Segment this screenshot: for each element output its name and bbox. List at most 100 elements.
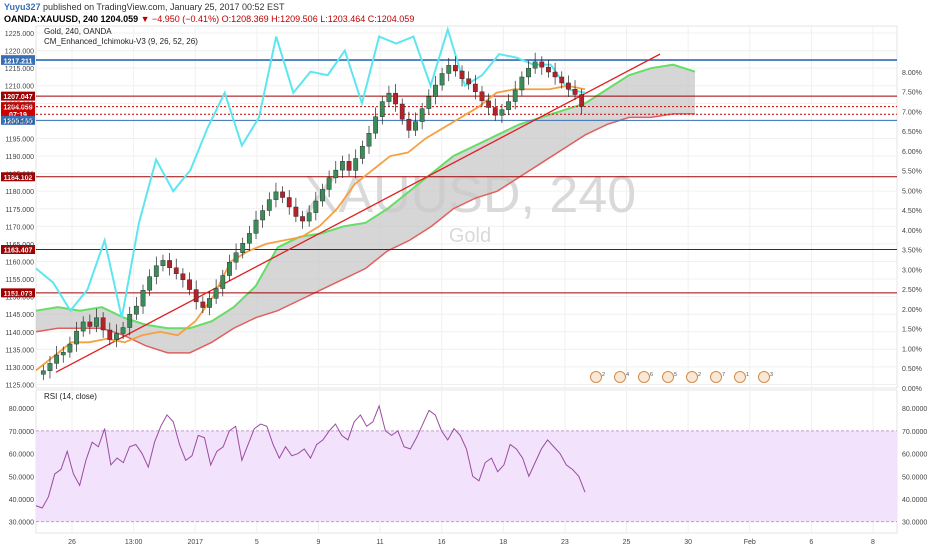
y-tick-0: 1125.000	[5, 382, 34, 389]
horizontal-levels: 1217.3681217.2111207.0471204.05907:19120…	[1, 55, 897, 298]
candle-body-25	[207, 298, 212, 308]
ichimoku-lines	[35, 26, 586, 372]
candle-body-13	[127, 313, 133, 328]
candle-body-9	[100, 317, 106, 331]
rsi-tick-left-4: 70.0000	[9, 429, 34, 436]
author-link[interactable]: Yuyu327	[4, 2, 41, 12]
candle-body-54	[399, 103, 405, 120]
price-axis: 1125.000 1130.000 1135.000 1140.000 1145.000…	[5, 31, 34, 389]
pct-tick-3: 1.50%	[902, 327, 922, 334]
candle-body-26	[213, 288, 219, 299]
candle-body-62	[453, 65, 458, 72]
pct-tick-9: 4.50%	[902, 208, 922, 215]
rsi-line	[35, 404, 586, 509]
candle-body-5	[74, 330, 79, 345]
candle-body-56	[413, 121, 418, 131]
rsi-indicator: 30.0000 30.0000 40.0000 40.0000 50.0000 50.00…	[9, 404, 927, 527]
candle-body-49	[366, 132, 372, 147]
rsi-tick-right-4: 70.0000	[902, 429, 927, 436]
candle-body-0	[40, 370, 46, 375]
candle-body-80	[572, 89, 578, 95]
candle-body-75	[539, 61, 545, 68]
candle-body-43	[326, 177, 332, 190]
candle-body-72	[519, 76, 525, 91]
event-count-3: 5	[674, 372, 677, 378]
x-tick-11: Feb	[744, 539, 756, 546]
event-icon-6	[734, 371, 746, 383]
candle-body-64	[466, 78, 472, 85]
y-tick-20: 1225.000	[5, 31, 34, 38]
trendline-group	[55, 53, 661, 373]
event-count-1: 4	[626, 372, 629, 378]
pct-tick-16: 8.00%	[902, 70, 922, 77]
candle-body-23	[193, 289, 199, 303]
pct-tick-1: 0.50%	[902, 366, 922, 373]
candle-body-20	[173, 267, 179, 274]
candle-body-51	[379, 101, 385, 117]
rsi-tick-left-2: 50.0000	[9, 474, 34, 481]
candle-body-32	[253, 219, 259, 234]
candle-body-2	[54, 354, 60, 364]
candle-body-45	[340, 161, 345, 171]
candle-body-24	[200, 301, 206, 308]
candle-body-11	[114, 333, 119, 340]
candle-body-14	[133, 305, 139, 315]
y-tick-11: 1180.000	[5, 189, 34, 196]
level-label-3: 1204.059	[3, 105, 32, 112]
candle-body-79	[565, 82, 571, 90]
rsi-tick-left-3: 60.0000	[9, 452, 34, 459]
candle-body-3	[60, 351, 66, 356]
time-axis: 26 13:00 2017 5 9 11 16 18 23 25 30 Feb 6 8	[68, 539, 875, 546]
candle-body-12	[120, 327, 126, 334]
level-tag-2	[1, 91, 35, 101]
rsi-tick-right-3: 60.0000	[902, 452, 927, 459]
candle-body-48	[359, 145, 365, 159]
x-tick-13: 8	[871, 539, 875, 546]
y-tick-19: 1220.000	[5, 49, 34, 56]
candle-body-47	[353, 158, 359, 171]
candle-body-76	[546, 66, 551, 73]
candle-body-40	[306, 212, 312, 222]
event-count-5: 7	[722, 372, 725, 378]
event-icon-7	[758, 371, 770, 383]
candle-body-17	[153, 265, 159, 277]
candle-body-19	[167, 260, 172, 269]
rsi-tick-right-2: 50.0000	[902, 474, 927, 481]
ascending-trendline	[55, 53, 661, 373]
cloud-span-b	[35, 113, 695, 354]
candle-body-30	[240, 242, 246, 253]
candle-body-59	[433, 84, 438, 97]
level-tag-4	[1, 109, 35, 119]
y-tick-9: 1170.000	[5, 224, 34, 231]
event-count-0: 2	[602, 372, 605, 378]
pct-tick-4: 2.00%	[902, 307, 922, 314]
x-tick-1: 13:00	[125, 539, 143, 546]
candle-body-63	[459, 70, 465, 79]
ohlc-close: C:1204.059	[367, 14, 415, 24]
candle-body-42	[320, 189, 325, 202]
candle-body-31	[246, 233, 252, 244]
candle-body-38	[293, 206, 299, 217]
candle-body-58	[426, 96, 432, 109]
economic-events: 2 4 6 5 2 7 1 3	[590, 371, 773, 383]
level-label-5: 1200.160	[3, 118, 32, 125]
level-tag-8	[1, 288, 35, 298]
y-tick-4: 1145.000	[5, 312, 34, 319]
ohlc-open: O:1208.369	[221, 14, 269, 24]
pct-tick-8: 4.00%	[902, 228, 922, 235]
candle-body-60	[439, 73, 445, 86]
candle-body-27	[220, 275, 226, 289]
candle-body-4	[67, 343, 73, 353]
kijun-sen-line	[35, 84, 586, 372]
rsi-band-fill	[36, 430, 897, 522]
pct-tick-11: 5.50%	[902, 169, 922, 176]
x-tick-2: 2017	[187, 539, 203, 546]
chart-legend-title: Gold, 240, OANDA	[44, 27, 112, 36]
candle-body-35	[273, 191, 279, 200]
candle-body-81	[579, 94, 585, 107]
y-tick-8: 1165.000	[5, 242, 34, 249]
x-tick-12: 6	[809, 539, 813, 546]
pct-tick-2: 1.00%	[902, 346, 922, 353]
y-tick-10: 1175.000	[5, 207, 34, 214]
